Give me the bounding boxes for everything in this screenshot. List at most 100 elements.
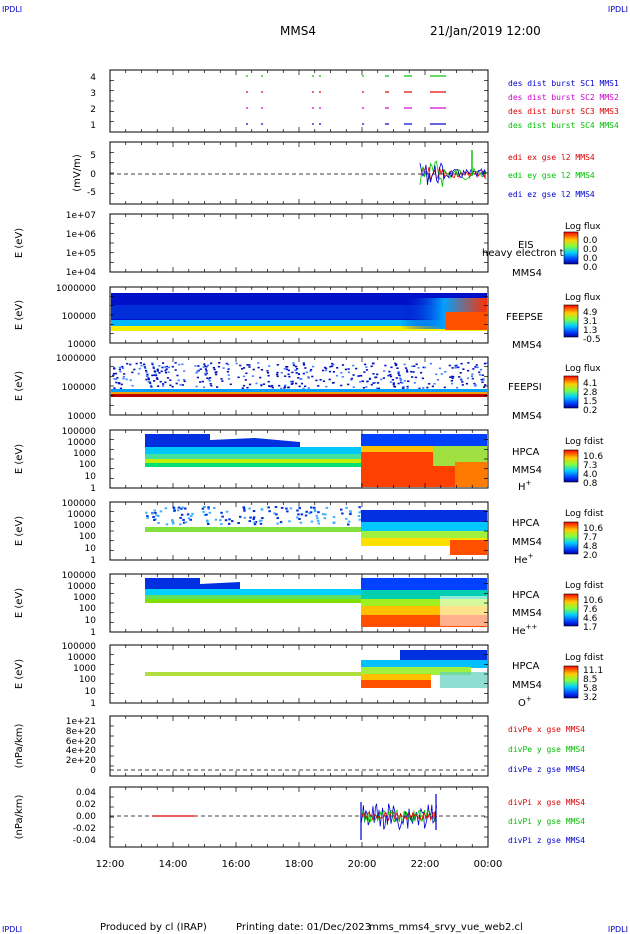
speckle <box>114 372 118 375</box>
species-label: O+ <box>518 695 532 709</box>
y-axis-label: E (eV) <box>14 588 25 618</box>
y-tick-label: 2 <box>90 105 96 115</box>
spectrogram-region <box>145 589 361 595</box>
x-tick-label: 14:00 <box>159 859 188 870</box>
speckle <box>151 363 154 366</box>
speckle <box>242 375 246 378</box>
y-tick-label: 100 <box>79 675 96 685</box>
speckle <box>316 519 320 522</box>
speckle <box>403 380 406 382</box>
speckle <box>413 382 416 384</box>
speckle <box>328 370 332 373</box>
speckle <box>203 514 207 516</box>
speckle <box>366 380 369 383</box>
speckle <box>426 386 429 389</box>
speckle <box>364 363 367 366</box>
speckle <box>276 517 279 520</box>
speckle <box>349 513 352 516</box>
speckle <box>309 511 313 514</box>
divpi-trace <box>360 811 437 822</box>
speckle <box>224 519 228 522</box>
speckle <box>457 366 460 369</box>
speckle <box>182 378 186 381</box>
speckle <box>112 372 116 375</box>
speckle <box>440 373 443 375</box>
panel-feepse: E (eV) 1000000 100000 10000 FEEPSE MMS4 … <box>14 284 601 351</box>
y-tick-label: 0.00 <box>76 812 96 822</box>
speckle <box>292 362 295 364</box>
spectrogram-band <box>111 392 487 395</box>
speckle <box>288 520 291 523</box>
speckle <box>174 362 177 364</box>
speckle <box>151 512 154 515</box>
speckle <box>358 511 361 514</box>
speckle <box>451 367 454 369</box>
speckle <box>146 515 149 518</box>
speckle <box>300 378 303 380</box>
speckle <box>164 507 168 510</box>
colorbar-tick: 4.6 <box>583 614 598 624</box>
speckle <box>164 371 168 374</box>
speckle <box>308 512 311 515</box>
instrument-label: HPCA <box>512 447 540 458</box>
speckle <box>465 382 468 385</box>
speckle <box>287 386 290 389</box>
speckle <box>331 362 334 365</box>
speckle <box>243 509 246 512</box>
speckle <box>302 362 305 364</box>
speckle <box>121 365 124 368</box>
speckle <box>159 510 163 513</box>
legend-entry: edi ex gse l2 MMS4 <box>508 153 595 162</box>
colorbar-tick: 7.3 <box>583 461 597 471</box>
speckle <box>402 387 405 389</box>
y-tick-label: 2e+20 <box>66 756 97 766</box>
speckle <box>344 368 347 371</box>
speckle <box>199 381 202 383</box>
speckle <box>242 384 246 387</box>
speckle <box>428 383 431 385</box>
y-tick-label: 10000 <box>67 510 96 520</box>
x-tick-label: 00:00 <box>474 859 503 870</box>
speckle <box>118 382 121 385</box>
speckle <box>474 366 477 368</box>
y-tick-label: 3 <box>90 89 96 99</box>
speckle <box>160 370 163 373</box>
panel-feepsi: E (eV) 1000000 100000 10000 FEEPSI MMS4 … <box>14 354 601 422</box>
instrument-label: HPCA <box>512 590 540 601</box>
speckle <box>480 378 483 381</box>
speckle <box>454 365 457 367</box>
speckle <box>167 366 171 369</box>
speckle <box>207 364 210 367</box>
spectrogram-region <box>145 463 361 467</box>
panel-hpca-h: E (eV) 100000 10000 1000 100 10 1 HPCA M… <box>14 427 604 494</box>
speckle <box>460 379 463 381</box>
speckle <box>254 521 258 523</box>
speckle <box>296 509 299 512</box>
speckle <box>459 372 462 374</box>
speckle <box>162 383 165 385</box>
speckle <box>406 387 409 390</box>
speckle <box>357 375 360 377</box>
speckle <box>257 362 260 364</box>
speckle <box>394 362 397 365</box>
y-axis-label: E (eV) <box>14 516 25 546</box>
speckle <box>203 386 206 389</box>
panel-hpca-he-plus: E (eV) 100000 10000 1000 100 10 1 HPCA M… <box>14 499 604 566</box>
spacecraft-label: MMS4 <box>512 268 542 279</box>
speckle <box>221 380 224 382</box>
efield-trace <box>419 160 487 187</box>
speckle <box>143 363 146 366</box>
spectrogram-band <box>111 320 487 327</box>
speckle <box>332 515 336 518</box>
speckle <box>153 509 156 512</box>
speckle <box>371 362 375 365</box>
speckle <box>207 507 210 510</box>
spectrogram-band <box>111 305 487 319</box>
speckle <box>443 386 446 389</box>
speckle <box>149 384 153 387</box>
speckle <box>252 516 256 519</box>
speckle <box>418 387 421 390</box>
spectrogram-region <box>145 434 300 449</box>
speckle <box>252 518 255 521</box>
speckle <box>295 372 298 374</box>
